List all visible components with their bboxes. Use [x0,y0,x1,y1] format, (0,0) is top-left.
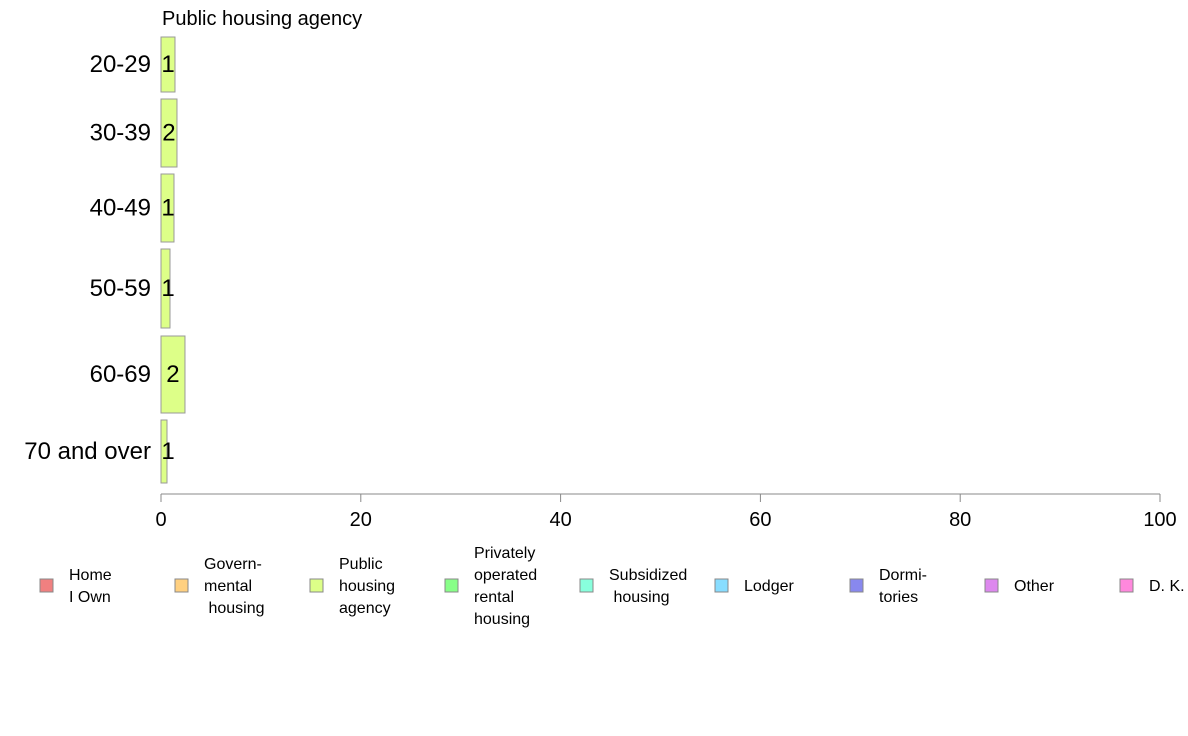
legend-label-line: mental [204,578,252,595]
legend-swatch [39,578,54,593]
legend: Home I Own Govern-mental housing Public hous… [39,545,1185,628]
bar [160,419,168,484]
x-tick-label: 0 [155,509,166,531]
x-tick-label: 20 [350,509,372,531]
legend-label: Dormi-tories [879,567,927,606]
legend-label: Subsidized housing [609,567,687,606]
legend-item: Dormi-tories [849,567,927,606]
legend-label: Govern-mental housing [204,556,265,617]
legend-swatch [1119,578,1134,593]
x-axis: 0 20 40 60 80 100 [155,493,1177,531]
x-tick-label: 100 [1143,509,1176,531]
legend-label-line: tories [879,589,918,606]
legend-label-line: Dormi- [879,567,927,584]
chart-title: Public housing agency [162,8,362,30]
legend-label-line: D. K. [1149,578,1185,595]
legend-label-line: Home [69,567,112,584]
bar [160,248,171,329]
data-label: 1 [161,275,174,302]
category-label: 30-39 [90,120,151,147]
bar-group: 20-29 1 30-39 2 40-49 1 50-59 1 60-69 2 70 and ove… [24,36,186,484]
legend-item: Other [984,578,1055,595]
legend-label-line: agency [339,600,391,617]
x-tick-label: 40 [549,509,571,531]
legend-swatch [984,578,999,593]
legend-label-line: I Own [69,589,111,606]
x-tick-label: 80 [949,509,971,531]
x-tick-label: 60 [749,509,771,531]
legend-swatch [579,578,594,593]
legend-label: D. K. [1149,578,1185,595]
legend-item: Public housing agency [309,556,395,617]
legend-swatch [444,578,459,593]
legend-label-line: Other [1014,578,1055,595]
legend-label-line: rental [474,589,514,606]
category-label: 20-29 [90,51,151,78]
legend-swatch [174,578,189,593]
legend-item: Subsidized housing [579,567,687,606]
bar [160,98,178,168]
legend-label-line: housing [474,611,530,628]
data-label: 1 [161,51,174,78]
legend-item: Home I Own [39,567,112,606]
category-label: 60-69 [90,361,151,388]
category-label: 50-59 [90,275,151,302]
category-label: 40-49 [90,195,151,222]
legend-label-line: housing [204,600,265,617]
legend-label: Privately operated rental housing [474,545,537,628]
data-label: 2 [166,361,179,388]
legend-item: D. K. [1119,578,1185,595]
legend-label: Other [1014,578,1055,595]
bar [160,335,186,414]
legend-item: Privately operated rental housing [444,545,537,628]
legend-label-line: Subsidized [609,567,687,584]
legend-label-line: Govern- [204,556,262,573]
legend-label-line: housing [339,578,395,595]
bar [160,36,176,93]
legend-swatch [714,578,729,593]
legend-label-line: Lodger [744,578,794,595]
legend-label-line: Privately [474,545,535,562]
legend-label-line: housing [609,589,670,606]
legend-label: Lodger [744,578,794,595]
legend-label-line: operated [474,567,537,584]
legend-label: Home I Own [69,567,112,606]
data-label: 1 [161,438,174,465]
data-label: 2 [162,120,175,147]
category-label: 70 and over [24,438,151,465]
legend-item: Govern-mental housing [174,556,265,617]
legend-swatch [849,578,864,593]
data-label: 1 [161,195,174,222]
legend-label: Public housing agency [339,556,395,617]
bar [160,173,175,243]
legend-label-line: Public [339,556,383,573]
legend-swatch [309,578,324,593]
legend-item: Lodger [714,578,794,595]
